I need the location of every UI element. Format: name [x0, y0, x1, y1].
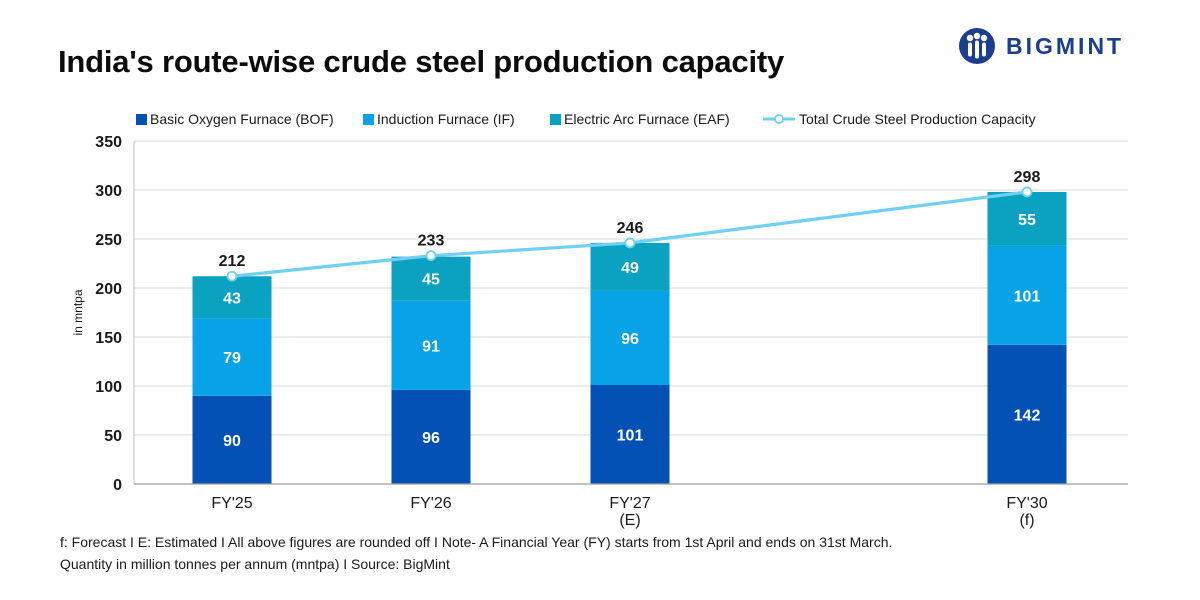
bar-bof [192, 395, 272, 484]
y-tick-label: 150 [95, 330, 122, 347]
y-tick-label: 300 [95, 183, 122, 200]
bar-value-label: 96 [621, 331, 639, 348]
bar-value-label: 90 [223, 433, 241, 450]
x-tick-label: FY'25 [211, 495, 252, 512]
legend-line-marker [774, 114, 784, 124]
bar-if [391, 300, 471, 390]
bar-value-label: 91 [422, 338, 440, 355]
bar-bof [590, 385, 670, 484]
y-tick-label: 100 [95, 379, 122, 396]
page-title: India's route-wise crude steel productio… [58, 44, 785, 79]
x-tick-label: (f) [1019, 512, 1034, 529]
total-value-label: 246 [617, 220, 644, 237]
total-value-label: 298 [1014, 169, 1041, 186]
bar-eaf [987, 191, 1067, 246]
bars: 90 79 43 96 91 45 101 96 49 142 101 55 [192, 191, 1067, 484]
bar-if [987, 245, 1067, 345]
people-logo-icon [959, 28, 995, 64]
bar-value-label: 45 [422, 272, 440, 289]
y-tick-label: 350 [95, 134, 122, 151]
x-tick-label: FY'27 [609, 495, 650, 512]
legend-swatch [550, 114, 561, 125]
x-tick-label: FY'26 [410, 495, 451, 512]
bar-eaf [590, 242, 670, 291]
bar-eaf [391, 256, 471, 301]
stacked-bar-chart: Basic Oxygen Furnace (BOF) Induction Furn… [71, 111, 1128, 529]
y-tick-label: 0 [113, 477, 122, 494]
bar-value-label: 55 [1018, 212, 1036, 229]
legend-label: Induction Furnace (IF) [377, 111, 515, 127]
total-line-point [624, 237, 636, 249]
bar-value-label: 79 [223, 350, 241, 367]
brand-logo: BIGMINT [958, 26, 1124, 66]
total-line: 212 233 246 298 [219, 169, 1041, 282]
legend-label: Total Crude Steel Production Capacity [799, 111, 1036, 127]
bar-value-label: 43 [223, 290, 241, 307]
total-value-label: 212 [219, 253, 246, 270]
total-value-label: 233 [418, 233, 445, 250]
bar-value-label: 49 [621, 260, 639, 277]
total-line-point [425, 250, 437, 262]
bar-if [192, 318, 272, 396]
y-tick-label: 200 [95, 281, 122, 298]
bar-value-label: 142 [1014, 407, 1041, 424]
y-axis: 0 50 100 150 200 250 300 350 in mntpa [71, 134, 135, 494]
bar-value-label: 101 [1014, 288, 1041, 305]
bar-bof [987, 344, 1067, 484]
bar-value-label: 101 [617, 428, 644, 445]
bar-value-label: 96 [422, 430, 440, 447]
legend-label: Electric Arc Furnace (EAF) [564, 111, 730, 127]
bar-if [590, 290, 670, 386]
bar-bof [391, 389, 471, 484]
bar-eaf [192, 276, 272, 319]
x-axis: FY'25 FY'26 FY'27(E) FY'30(f) [134, 483, 1128, 529]
total-line-point [1021, 186, 1033, 198]
x-tick-label: FY'30 [1006, 495, 1047, 512]
footnote-notes: f: Forecast I E: Estimated I All above f… [60, 534, 893, 550]
legend: Basic Oxygen Furnace (BOF) Induction Furn… [136, 111, 1036, 127]
brand-name: BIGMINT [1006, 32, 1125, 59]
total-line-path [231, 190, 1028, 278]
legend-label: Basic Oxygen Furnace (BOF) [150, 111, 334, 127]
footnote-source: Quantity in million tonnes per annum (mn… [60, 556, 450, 572]
y-axis-label: in mntpa [71, 289, 85, 335]
y-tick-label: 250 [95, 232, 122, 249]
y-tick-label: 50 [104, 428, 122, 445]
legend-swatch [136, 114, 147, 125]
legend-swatch [363, 114, 374, 125]
x-tick-label: (E) [619, 512, 640, 529]
total-line-point [226, 270, 238, 282]
